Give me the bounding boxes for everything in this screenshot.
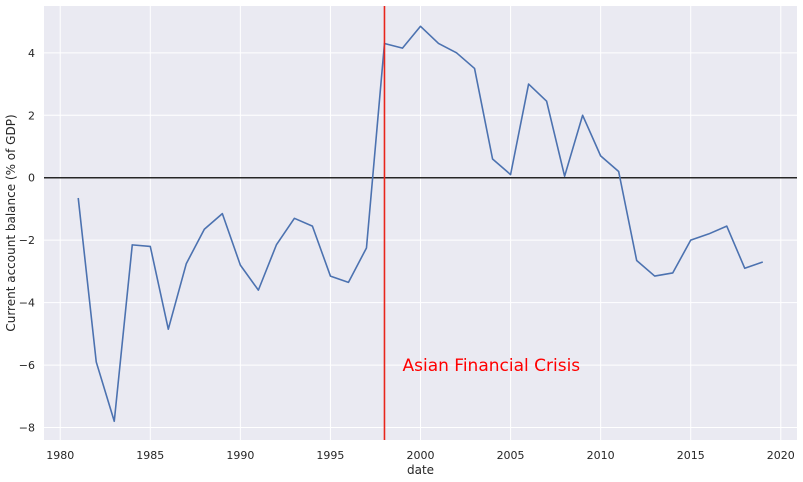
x-tick-label-1985: 1985 xyxy=(136,449,164,462)
x-tick-label-2005: 2005 xyxy=(497,449,525,462)
y-axis-label: Current account balance (% of GDP) xyxy=(4,114,18,331)
x-tick-label-2020: 2020 xyxy=(767,449,795,462)
x-tick-labels: 1980 1985 1990 1995 2000 2005 2010 2015 2020 xyxy=(46,449,795,462)
y-tick-label--6: −6 xyxy=(19,359,35,372)
y-tick-label--2: −2 xyxy=(19,234,35,247)
y-tick-label-0: 0 xyxy=(28,172,35,185)
x-tick-label-1995: 1995 xyxy=(316,449,344,462)
y-tick-labels: −8 −6 −4 −2 0 2 4 xyxy=(19,47,35,435)
y-tick-label-2: 2 xyxy=(28,109,35,122)
x-tick-label-2010: 2010 xyxy=(587,449,615,462)
annotation-asian-financial-crisis: Asian Financial Crisis xyxy=(402,356,580,376)
x-axis-label: date xyxy=(407,463,434,477)
x-tick-label-1990: 1990 xyxy=(226,449,254,462)
y-tick-label--8: −8 xyxy=(19,422,35,435)
y-tick-label-4: 4 xyxy=(28,47,35,60)
series-line xyxy=(77,25,764,423)
x-tick-label-2015: 2015 xyxy=(677,449,705,462)
y-tick-label--4: −4 xyxy=(19,297,35,310)
x-tick-label-1980: 1980 xyxy=(46,449,74,462)
x-tick-label-2000: 2000 xyxy=(407,449,435,462)
